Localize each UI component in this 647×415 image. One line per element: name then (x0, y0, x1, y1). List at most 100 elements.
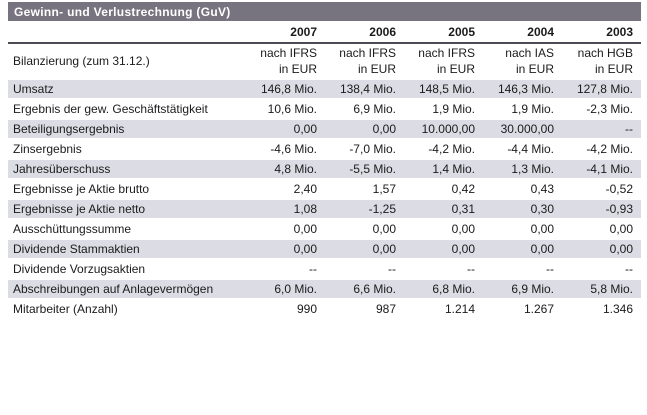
table-row-ausschuettungssumme: Ausschüttungssumme 0,00 0,00 0,00 0,00 0… (8, 219, 641, 240)
value-cell: 0,00 (404, 219, 483, 240)
value-cell: 1,4 Mio. (404, 159, 483, 180)
value-cell: -- (246, 259, 325, 280)
currency-unit: in EUR (278, 62, 317, 76)
value-cell: -- (562, 259, 641, 280)
accounting-standard: nach IFRS (260, 46, 317, 60)
value-cell: -0,93 (562, 199, 641, 220)
table-row-zinsergebnis: Zinsergebnis -4,6 Mio. -7,0 Mio. -4,2 Mi… (8, 139, 641, 160)
currency-unit: in EUR (515, 62, 554, 76)
row-label: Mitarbeiter (Anzahl) (8, 299, 246, 320)
value-cell: 1,9 Mio. (483, 99, 562, 120)
row-label: Ergebnisse je Aktie brutto (8, 179, 246, 200)
year-header-2005: 2005 (404, 24, 483, 44)
value-cell: nach IAS in EUR (483, 43, 562, 80)
table-row-umsatz: Umsatz 146,8 Mio. 138,4 Mio. 148,5 Mio. … (8, 79, 641, 100)
value-cell: 138,4 Mio. (325, 79, 404, 100)
accounting-standard: nach IAS (505, 46, 554, 60)
accounting-standard: nach HGB (577, 46, 633, 60)
guv-table: 2007 2006 2005 2004 2003 Bilanzierung (z… (8, 24, 641, 320)
table-row-dividende-stammaktien: Dividende Stammaktien 0,00 0,00 0,00 0,0… (8, 239, 641, 260)
row-label: Beteiligungsergebnis (8, 119, 246, 140)
year-header-2006: 2006 (325, 24, 404, 44)
value-cell: 148,5 Mio. (404, 79, 483, 100)
row-label: Jahresüberschuss (8, 159, 246, 180)
table-row-jahresueberschuss: Jahresüberschuss 4,8 Mio. -5,5 Mio. 1,4 … (8, 159, 641, 180)
value-cell: -- (325, 259, 404, 280)
section-title-bar: Gewinn- und Verlustrechnung (GuV) (8, 2, 641, 21)
value-cell: -0,52 (562, 179, 641, 200)
value-cell: 0,00 (246, 239, 325, 260)
currency-unit: in EUR (594, 62, 633, 76)
currency-unit: in EUR (436, 62, 475, 76)
row-label: Ergebnisse je Aktie netto (8, 199, 246, 220)
value-cell: 30.000,00 (483, 119, 562, 140)
value-cell: -- (562, 119, 641, 140)
value-cell: -- (483, 259, 562, 280)
value-cell: 0,31 (404, 199, 483, 220)
value-cell: 0,43 (483, 179, 562, 200)
section-title: Gewinn- und Verlustrechnung (GuV) (14, 4, 231, 19)
table-row-aktie-brutto: Ergebnisse je Aktie brutto 2,40 1,57 0,4… (8, 179, 641, 200)
value-cell: 6,6 Mio. (325, 279, 404, 300)
value-cell: -4,2 Mio. (404, 139, 483, 160)
row-label: Dividende Vorzugsaktien (8, 259, 246, 280)
value-cell: 6,9 Mio. (483, 279, 562, 300)
value-cell: 1,08 (246, 199, 325, 220)
value-cell: 0,00 (325, 119, 404, 140)
table-row-dividende-vorzugsaktien: Dividende Vorzugsaktien -- -- -- -- -- (8, 259, 641, 280)
table-row-bilanzierung: Bilanzierung (zum 31.12.) nach IFRS in E… (8, 43, 641, 80)
value-cell: -4,1 Mio. (562, 159, 641, 180)
value-cell: -1,25 (325, 199, 404, 220)
value-cell: 6,8 Mio. (404, 279, 483, 300)
currency-unit: in EUR (357, 62, 396, 76)
value-cell: 6,0 Mio. (246, 279, 325, 300)
value-cell: 987 (325, 299, 404, 320)
row-label: Zinsergebnis (8, 139, 246, 160)
value-cell: -4,2 Mio. (562, 139, 641, 160)
value-cell: 10,6 Mio. (246, 99, 325, 120)
value-cell: 1.346 (562, 299, 641, 320)
value-cell: 0,00 (246, 119, 325, 140)
value-cell: 146,8 Mio. (246, 79, 325, 100)
row-label: Dividende Stammaktien (8, 239, 246, 260)
value-cell: 0,00 (483, 219, 562, 240)
row-label: Ausschüttungssumme (8, 219, 246, 240)
year-header-2003: 2003 (562, 24, 641, 44)
value-cell: 0,42 (404, 179, 483, 200)
table-row-mitarbeiter: Mitarbeiter (Anzahl) 990 987 1.214 1.267… (8, 299, 641, 320)
value-cell: 4,8 Mio. (246, 159, 325, 180)
value-cell: 0,00 (325, 239, 404, 260)
value-cell: 1,3 Mio. (483, 159, 562, 180)
row-label: Bilanzierung (zum 31.12.) (8, 43, 246, 80)
value-cell: -4,4 Mio. (483, 139, 562, 160)
value-cell: -2,3 Mio. (562, 99, 641, 120)
value-cell: 146,3 Mio. (483, 79, 562, 100)
value-cell: 2,40 (246, 179, 325, 200)
value-cell: 0,00 (246, 219, 325, 240)
value-cell: 0,00 (483, 239, 562, 260)
year-header-2007: 2007 (246, 24, 325, 44)
value-cell: -5,5 Mio. (325, 159, 404, 180)
value-cell: 0,00 (404, 239, 483, 260)
row-label: Ergebnis der gew. Geschäftstätigkeit (8, 99, 246, 120)
value-cell: 1.267 (483, 299, 562, 320)
value-cell: nach IFRS in EUR (246, 43, 325, 80)
accounting-standard: nach IFRS (418, 46, 475, 60)
value-cell: 10.000,00 (404, 119, 483, 140)
value-cell: 0,00 (562, 239, 641, 260)
year-header-row: 2007 2006 2005 2004 2003 (8, 24, 641, 44)
table-row-abschreibungen: Abschreibungen auf Anlagevermögen 6,0 Mi… (8, 279, 641, 300)
value-cell: -4,6 Mio. (246, 139, 325, 160)
value-cell: -- (404, 259, 483, 280)
value-cell: 0,00 (325, 219, 404, 240)
row-label: Umsatz (8, 79, 246, 100)
table-row-beteiligungsergebnis: Beteiligungsergebnis 0,00 0,00 10.000,00… (8, 119, 641, 140)
value-cell: nach IFRS in EUR (325, 43, 404, 80)
year-header-2004: 2004 (483, 24, 562, 44)
value-cell: 6,9 Mio. (325, 99, 404, 120)
year-header-spacer (8, 24, 246, 44)
value-cell: 990 (246, 299, 325, 320)
table-row-ergebnis-gesch: Ergebnis der gew. Geschäftstätigkeit 10,… (8, 99, 641, 120)
value-cell: 1,9 Mio. (404, 99, 483, 120)
